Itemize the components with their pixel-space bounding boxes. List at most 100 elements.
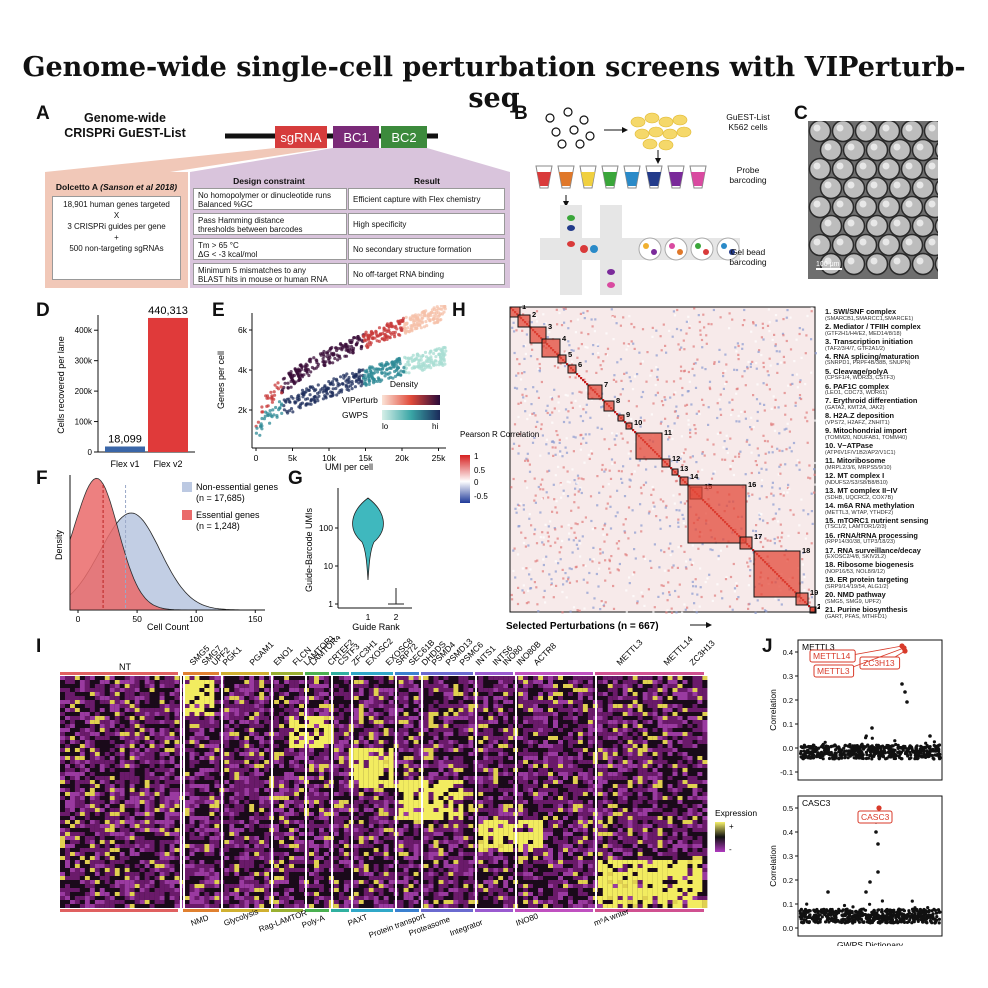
heatmap-cell xyxy=(79,704,85,708)
heatmap-cell xyxy=(508,696,514,700)
heatmap-cell xyxy=(657,696,663,700)
heatmap-cell xyxy=(722,372,725,375)
scatter-point xyxy=(312,356,316,360)
heatmap-cell xyxy=(613,461,616,464)
heatmap-cell xyxy=(413,720,419,724)
heatmap-cell xyxy=(323,732,329,736)
heatmap-cell xyxy=(578,609,581,612)
complex-number: 14 xyxy=(690,472,699,481)
heatmap-cell xyxy=(623,530,626,533)
heatmap-cell xyxy=(695,611,698,614)
scatter-point xyxy=(436,317,440,322)
heatmap-cell xyxy=(338,700,344,704)
heatmap-cell xyxy=(564,572,567,575)
heatmap-cell xyxy=(528,470,532,473)
heatmap-cell xyxy=(533,680,539,684)
heatmap-cell xyxy=(284,704,290,708)
heatmap-cell xyxy=(463,716,469,720)
complex-genes: (TAF2/3/4/7, GTF2A1/2) xyxy=(825,345,885,352)
heatmap-cell xyxy=(513,423,517,426)
x-axis-label: Selected Perturbations (n = 667) xyxy=(506,621,659,632)
heatmap-cell xyxy=(677,684,683,688)
heatmap-cell xyxy=(684,448,687,451)
heatmap-cell xyxy=(299,688,304,692)
scatter-point xyxy=(328,354,332,358)
heatmap-cell xyxy=(568,724,573,728)
heatmap-cell xyxy=(538,736,544,740)
complex-number: 3 xyxy=(548,322,552,331)
heatmap-cell xyxy=(667,704,673,708)
heatmap-cell xyxy=(194,680,200,684)
heatmap-cell xyxy=(358,712,364,716)
heatmap-cell xyxy=(239,676,245,680)
heatmap-cell xyxy=(671,437,674,441)
heatmap-cell xyxy=(89,692,95,696)
heatmap-cell xyxy=(528,724,534,728)
heatmap-cell xyxy=(750,416,753,419)
heatmap-cell xyxy=(109,704,115,708)
heatmap-cell xyxy=(533,676,539,680)
heatmap-cell xyxy=(577,347,580,350)
heatmap-cell xyxy=(139,740,145,744)
heatmap-cell xyxy=(189,688,195,692)
heatmap-cell xyxy=(498,700,504,704)
heatmap-cell xyxy=(677,704,683,708)
heatmap-cell xyxy=(493,700,499,704)
heatmap-cell xyxy=(600,406,603,409)
heatmap-cell xyxy=(478,728,484,732)
heatmap-cell xyxy=(314,716,319,720)
legend-gradient xyxy=(460,455,470,503)
heatmap-cell xyxy=(99,728,105,732)
complex-genes: (SRP9/14/19/54, ALG1/2) xyxy=(825,584,889,591)
construct-diagram: sgRNA BC1 BC2 xyxy=(45,126,510,172)
heatmap-cell xyxy=(428,720,434,724)
heatmap-cell xyxy=(602,724,608,728)
scatter-point xyxy=(309,370,313,374)
heatmap-cell xyxy=(254,724,260,728)
heatmap-cell xyxy=(488,676,494,680)
cell-icon xyxy=(630,116,646,128)
heatmap-cell xyxy=(662,676,668,680)
droplet-icons xyxy=(567,215,740,288)
heatmap-cell xyxy=(448,712,454,716)
heatmap-cell xyxy=(249,688,255,692)
heatmap-cell xyxy=(517,372,520,375)
heatmap-cell xyxy=(657,716,663,720)
heatmap-cell xyxy=(383,720,389,724)
heatmap-cell xyxy=(795,338,798,341)
heatmap-cell xyxy=(637,692,643,696)
panel-label-h: H xyxy=(452,300,466,321)
heatmap-cell xyxy=(508,684,514,688)
heatmap-cell xyxy=(687,728,693,732)
scatter-point xyxy=(283,381,287,385)
heatmap-cell xyxy=(624,518,627,521)
heatmap-cell xyxy=(244,716,250,720)
heatmap-cell xyxy=(319,712,324,716)
heatmap-cell xyxy=(541,434,544,437)
heatmap-cell xyxy=(713,362,716,365)
heatmap-cell xyxy=(515,374,518,377)
complex-genes: (GTF2H1/H4/E2, MED14/8/18) xyxy=(825,330,902,337)
heatmap-cell xyxy=(558,692,563,696)
table-cell: Efficient capture with Flex chemistry xyxy=(348,188,505,210)
complex-name: 16. rRNA/tRNA processing xyxy=(825,530,918,540)
heatmap-cell xyxy=(607,728,613,732)
heatmap-cell xyxy=(604,468,607,471)
heatmap-cell xyxy=(806,441,809,444)
heatmap-cell xyxy=(433,700,439,704)
heatmap-cell xyxy=(65,676,70,680)
heatmap-cell xyxy=(761,322,764,325)
heatmap-cell xyxy=(518,680,524,684)
heatmap-cell xyxy=(368,692,374,696)
heatmap-cell xyxy=(548,680,553,684)
heatmap-cell xyxy=(413,688,419,692)
heatmap-cell xyxy=(677,676,683,680)
heatmap-cell xyxy=(453,688,459,692)
heatmap-cell xyxy=(194,732,200,736)
heatmap-cell xyxy=(811,594,814,597)
heatmap-cell xyxy=(338,724,344,728)
heatmap-cell xyxy=(338,736,344,740)
heatmap-cell xyxy=(568,696,573,700)
heatmap-cell xyxy=(129,700,135,704)
heatmap-cell xyxy=(528,740,534,744)
